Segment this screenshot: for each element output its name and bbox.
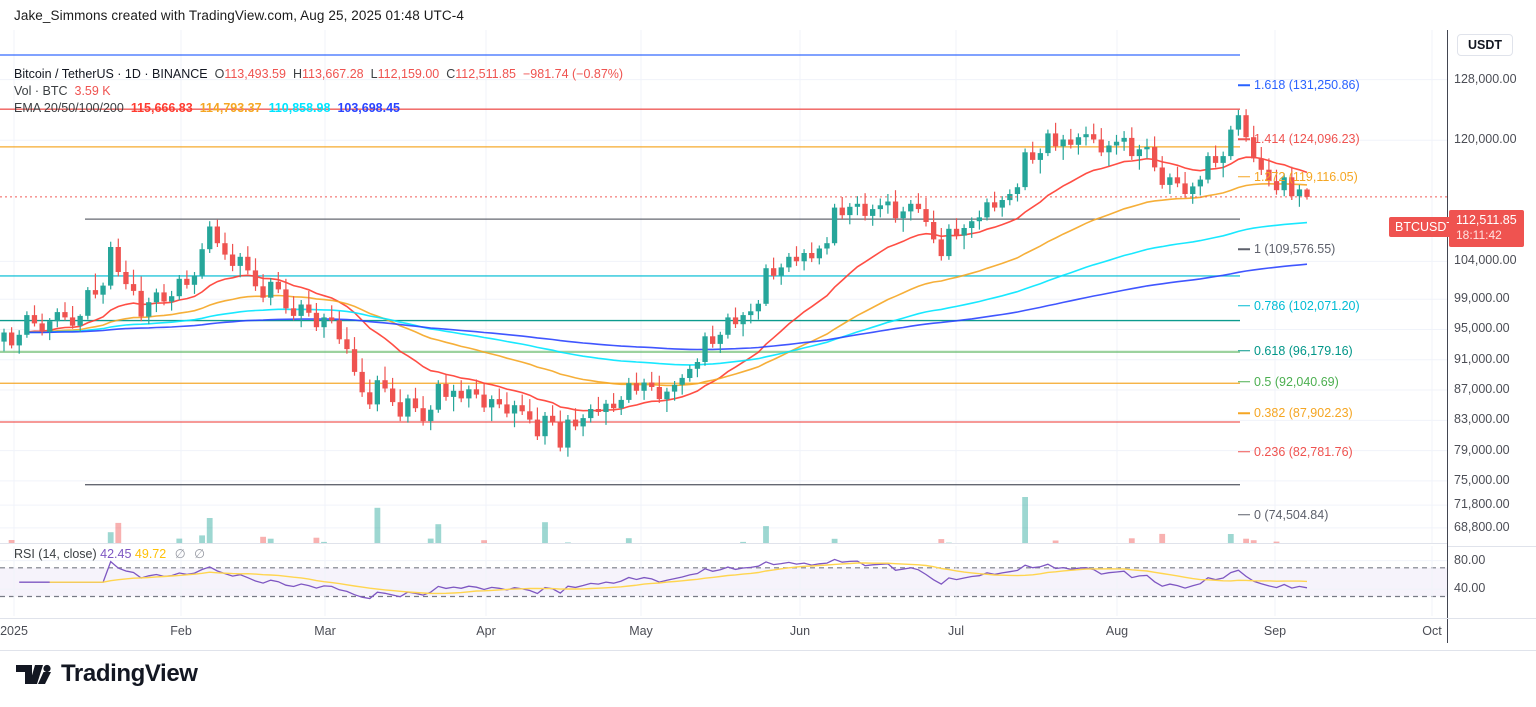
price-axis-tick: 91,000.00 — [1454, 351, 1510, 366]
fib-level-label: 0.786 (102,071.20) — [1254, 298, 1360, 313]
symbol-price-tag: BTCUSDT — [1389, 216, 1461, 237]
fib-level-dash — [1238, 176, 1250, 178]
ema-100-line — [26, 221, 1308, 366]
time-axis-tick: Apr — [476, 624, 496, 638]
volume-bars — [8, 497, 1280, 543]
fib-level-dash — [1238, 381, 1250, 383]
axis-corner — [1447, 619, 1448, 643]
price-axis-tick: 75,000.00 — [1454, 472, 1510, 487]
bar-countdown: 18:11:42 — [1456, 227, 1502, 242]
price-axis-tick: 83,000.00 — [1454, 412, 1510, 427]
chart-frame: RSI (14, close) 42.45 49.72 ∅ ∅ USDT 128… — [0, 30, 1536, 618]
current-price-tag: 112,511.85 18:11:42 — [1449, 209, 1524, 247]
fib-level-dash — [1238, 138, 1250, 140]
price-chart-canvas — [0, 30, 1447, 543]
circle-slash-icon[interactable]: ∅ — [174, 547, 186, 561]
ema-200-line — [26, 263, 1308, 351]
price-axis-tick: 79,000.00 — [1454, 442, 1510, 457]
ema-50-line — [26, 182, 1308, 387]
rsi-value: 42.45 — [100, 547, 132, 561]
attribution-text: Jake_Simmons created with TradingView.co… — [14, 8, 464, 23]
price-axis-tick: 87,000.00 — [1454, 382, 1510, 397]
price-axis-tick: 128,000.00 — [1454, 71, 1517, 86]
axis-divider — [1448, 546, 1536, 547]
candlesticks — [1, 109, 1310, 457]
fib-level-label: 0.236 (82,781.76) — [1254, 444, 1353, 459]
time-axis-tick: May — [629, 624, 653, 638]
fib-level-label: 0 (74,504.84) — [1254, 507, 1329, 522]
tradingview-logo-icon — [16, 664, 51, 684]
price-axis[interactable]: USDT 128,000.00 120,000.00 104,000.00 99,00… — [1447, 30, 1536, 618]
tradingview-logo: TradingView — [16, 660, 198, 688]
time-axis-tick: Oct — [1422, 624, 1442, 638]
rsi-axis-tick: 40.00 — [1454, 581, 1486, 596]
rsi-chart-canvas — [0, 546, 1447, 616]
fib-level-dash — [1238, 513, 1250, 516]
time-axis-tick: Mar — [314, 624, 336, 638]
fib-level-label: 0.382 (87,902.23) — [1254, 406, 1353, 421]
fib-level-label: 1.618 (131,250.86) — [1254, 78, 1360, 93]
symbol-tag-label: BTCUSDT — [1395, 219, 1455, 234]
price-axis-tick: 104,000.00 — [1454, 253, 1517, 268]
fib-level-dash — [1238, 451, 1250, 453]
price-pane[interactable] — [0, 30, 1447, 543]
rsi-pane[interactable]: RSI (14, close) 42.45 49.72 ∅ ∅ — [0, 546, 1447, 616]
time-axis-tick: Jul — [948, 624, 964, 638]
fib-level-dash — [1238, 349, 1250, 352]
fib-level-dash — [1238, 248, 1250, 250]
fib-level-label: 0.618 (96,179.16) — [1254, 343, 1353, 358]
time-axis-tick: Jun — [789, 624, 811, 638]
fib-level-label: 1 (109,576.55) — [1254, 242, 1336, 257]
price-axis-tick: 99,000.00 — [1454, 291, 1510, 306]
rsi-ma-line — [49, 562, 1308, 595]
pane-separator — [0, 543, 1447, 544]
fib-level-label: 0.5 (92,040.69) — [1254, 374, 1339, 389]
currency-label: USDT — [1457, 34, 1514, 56]
time-axis-tick: 2025 — [0, 624, 28, 638]
rsi-title: RSI (14, close) — [14, 547, 97, 561]
circle-slash-icon[interactable]: ∅ — [194, 547, 205, 561]
time-axis[interactable]: 2025 Feb Mar Apr May Jun Jul Aug Sep Oct — [0, 618, 1536, 651]
time-axis-tick: Sep — [1263, 624, 1287, 638]
time-axis-bottom-border — [0, 650, 1536, 651]
rsi-axis-tick: 80.00 — [1454, 552, 1486, 567]
fib-level-label: 1.414 (124,096.23) — [1254, 132, 1360, 147]
current-price-value: 112,511.85 — [1456, 212, 1517, 227]
fib-level-dash — [1238, 412, 1250, 414]
fib-level-dash — [1238, 305, 1250, 307]
rsi-ma-value: 49.72 — [134, 547, 167, 561]
price-axis-tick: 120,000.00 — [1454, 132, 1517, 147]
fib-level-label: 1.272 (119,116.05) — [1254, 169, 1358, 184]
tradingview-wordmark: TradingView — [61, 660, 198, 687]
time-axis-tick: Aug — [1105, 624, 1129, 638]
ema-20-line — [26, 156, 1308, 412]
rsi-legend: RSI (14, close) 42.45 49.72 ∅ ∅ — [14, 546, 205, 563]
price-axis-tick: 71,800.00 — [1454, 497, 1510, 512]
price-axis-tick: 95,000.00 — [1454, 321, 1510, 336]
fib-level-dash — [1238, 84, 1250, 86]
time-axis-tick: Feb — [170, 624, 192, 638]
price-axis-tick: 68,800.00 — [1454, 519, 1510, 534]
